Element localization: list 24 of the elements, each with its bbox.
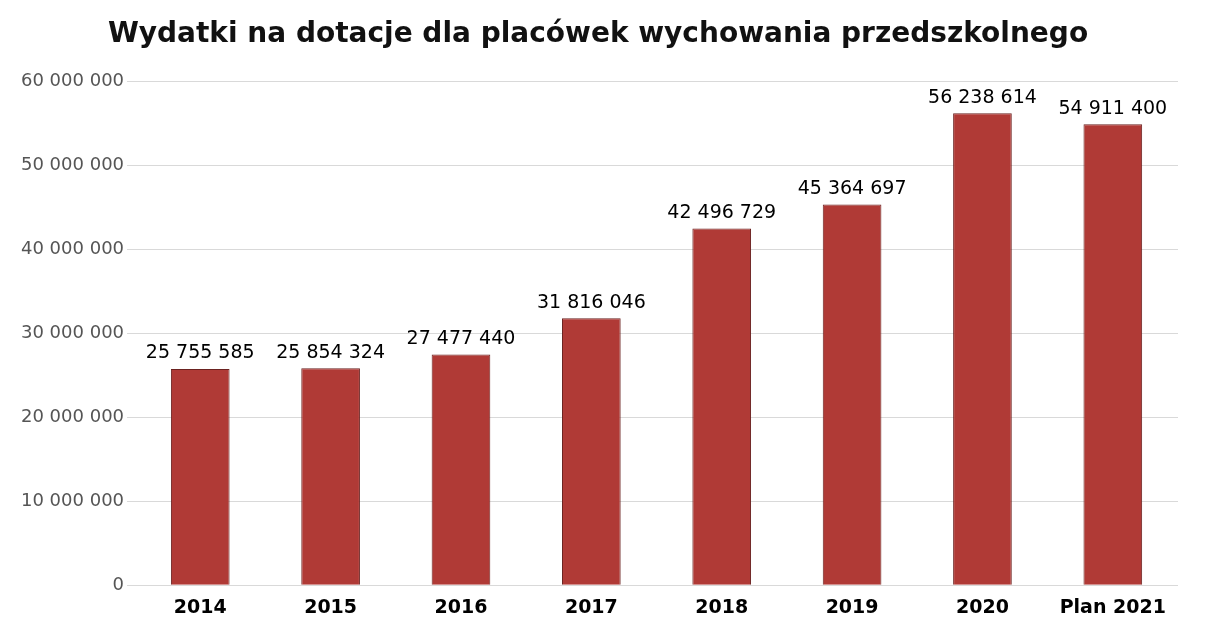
data-label: 31 816 046 — [536, 289, 646, 312]
x-tick-label: 2020 — [956, 594, 1009, 617]
data-label: 27 477 440 — [406, 326, 516, 349]
y-tick-label: 50 000 000 — [21, 153, 125, 175]
x-tick-label: 2019 — [825, 594, 879, 617]
data-label: 25 755 585 — [145, 340, 255, 363]
x-tick-label: 2018 — [695, 594, 749, 617]
chart-title: Wydatki na dotacje dla placówek wychowania przedszkolnego — [107, 16, 1089, 50]
x-tick-label: 2016 — [434, 594, 488, 617]
data-label: 25 854 324 — [276, 339, 386, 362]
y-tick-label: 20 000 000 — [21, 405, 125, 427]
data-label: 42 496 729 — [667, 199, 777, 222]
y-tick-label: 60 000 000 — [21, 69, 125, 91]
y-tick-label: 30 000 000 — [21, 321, 125, 343]
y-tick-label: 40 000 000 — [21, 237, 125, 259]
x-tick-label: Plan 2021 — [1059, 594, 1166, 617]
y-tick-label: 10 000 000 — [21, 488, 125, 510]
data-label: 54 911 400 — [1058, 95, 1168, 118]
x-tick-label: 2017 — [564, 594, 618, 617]
data-label: 45 364 697 — [797, 175, 907, 198]
x-tick-label: 2014 — [173, 594, 227, 617]
x-tick-label: 2015 — [304, 594, 358, 617]
data-label: 56 238 614 — [928, 84, 1037, 107]
y-tick-label: 0 — [112, 572, 125, 594]
